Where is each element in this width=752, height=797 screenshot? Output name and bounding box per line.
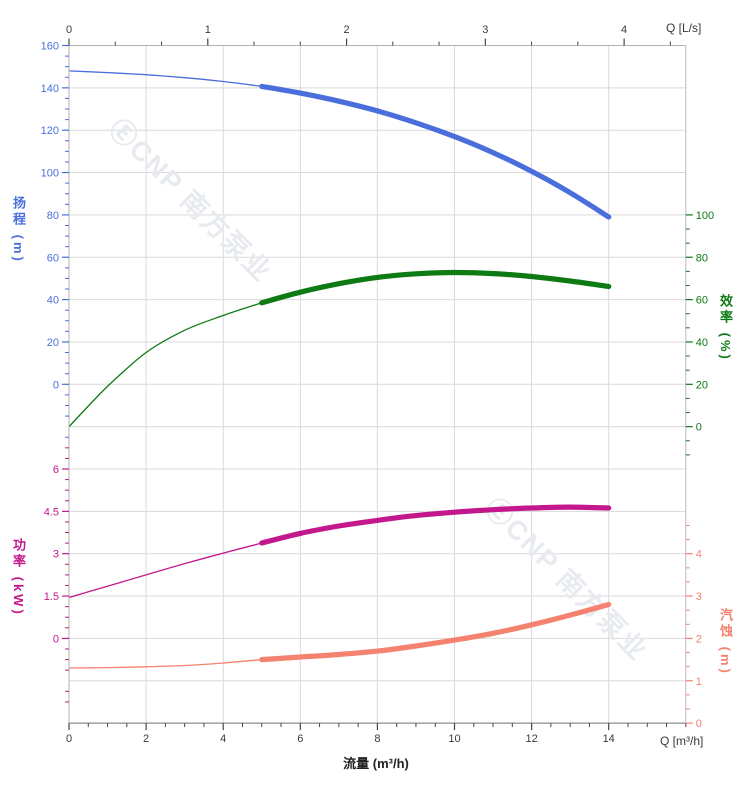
head-tick-label: 160 (41, 41, 59, 53)
top-tick-label: 0 (66, 24, 72, 36)
bottom-axis-unit-label: Q [m³/h] (660, 734, 704, 748)
efficiency-tick-label: 0 (696, 422, 702, 434)
power-tick-label: 4.5 (44, 506, 59, 518)
bottom-tick-label: 12 (525, 733, 537, 745)
npsh-curve-thin (68, 658, 262, 669)
head-tick-label: 140 (41, 83, 59, 95)
power-axis-ticks: 6 4.5 3 1.5 0 (44, 447, 69, 703)
head-tick-label: 100 (41, 168, 59, 180)
efficiency-tick-label: 60 (696, 295, 708, 307)
top-tick-label: 2 (343, 24, 349, 36)
efficiency-axis-ticks: 100 80 60 40 20 0 (685, 210, 714, 456)
head-axis-ticks: 160 140 120 100 80 60 40 20 0 (41, 41, 69, 438)
top-tick-label: 3 (482, 24, 488, 36)
power-tick-label: 6 (53, 464, 59, 476)
efficiency-tick-label: 20 (696, 379, 708, 391)
power-tick-label: 1.5 (44, 591, 59, 603)
watermark-text: ⒺCNP 南方泵业 (103, 113, 278, 288)
head-curve-thick (259, 83, 612, 220)
top-tick-label: 1 (205, 24, 211, 36)
efficiency-tick-label: 40 (696, 337, 708, 349)
npsh-axis-title: 汽蚀 (m) (718, 608, 733, 676)
top-tick-label: 4 (621, 24, 627, 36)
bottom-tick-label: 10 (448, 733, 460, 745)
npsh-curve (68, 601, 612, 669)
head-tick-label: 120 (41, 125, 59, 137)
power-curve-thick (259, 504, 612, 546)
bottom-tick-label: 14 (603, 733, 615, 745)
head-tick-label: 80 (47, 210, 59, 222)
head-curve (68, 70, 612, 220)
power-curve-thin (68, 542, 262, 599)
power-axis-title: 功率 (kW) (11, 538, 26, 617)
efficiency-curve-thin (68, 302, 262, 428)
bottom-tick-label: 8 (374, 733, 380, 745)
npsh-axis-ticks: 4 3 2 1 0 (685, 524, 702, 730)
bottom-tick-label: 2 (143, 733, 149, 745)
head-tick-label: 40 (47, 295, 59, 307)
npsh-curve-thick (259, 601, 612, 663)
x-axis-title: 流量 (m³/h) (343, 756, 409, 771)
efficiency-curve (68, 269, 612, 428)
bottom-tick-label: 6 (297, 733, 303, 745)
power-tick-label: 3 (53, 549, 59, 561)
top-axis-ticks: 0 1 2 3 4 (66, 24, 671, 46)
npsh-tick-label: 2 (696, 633, 702, 645)
efficiency-tick-label: 100 (696, 210, 714, 222)
head-tick-label: 20 (47, 337, 59, 349)
head-tick-label: 0 (53, 379, 59, 391)
npsh-tick-label: 4 (696, 549, 702, 561)
head-axis-title: 扬程 (m) (11, 196, 26, 264)
bottom-tick-label: 4 (220, 733, 226, 745)
grid (69, 45, 686, 724)
bottom-axis-ticks: 0 2 4 6 8 10 12 14 (66, 723, 687, 745)
top-axis-unit-label: Q [L/s] (666, 21, 702, 35)
efficiency-axis-title: 效率 (%) (718, 294, 733, 362)
npsh-tick-label: 3 (696, 591, 702, 603)
efficiency-curve-thick (259, 269, 612, 306)
npsh-tick-label: 0 (696, 718, 702, 730)
watermark-text: ⒺCNP 南方泵业 (479, 492, 654, 667)
head-curve-thin (68, 70, 262, 88)
power-tick-label: 0 (53, 633, 59, 645)
head-tick-label: 60 (47, 252, 59, 264)
bottom-tick-label: 0 (66, 733, 72, 745)
power-curve (68, 504, 612, 599)
efficiency-tick-label: 80 (696, 252, 708, 264)
npsh-tick-label: 1 (696, 676, 702, 688)
